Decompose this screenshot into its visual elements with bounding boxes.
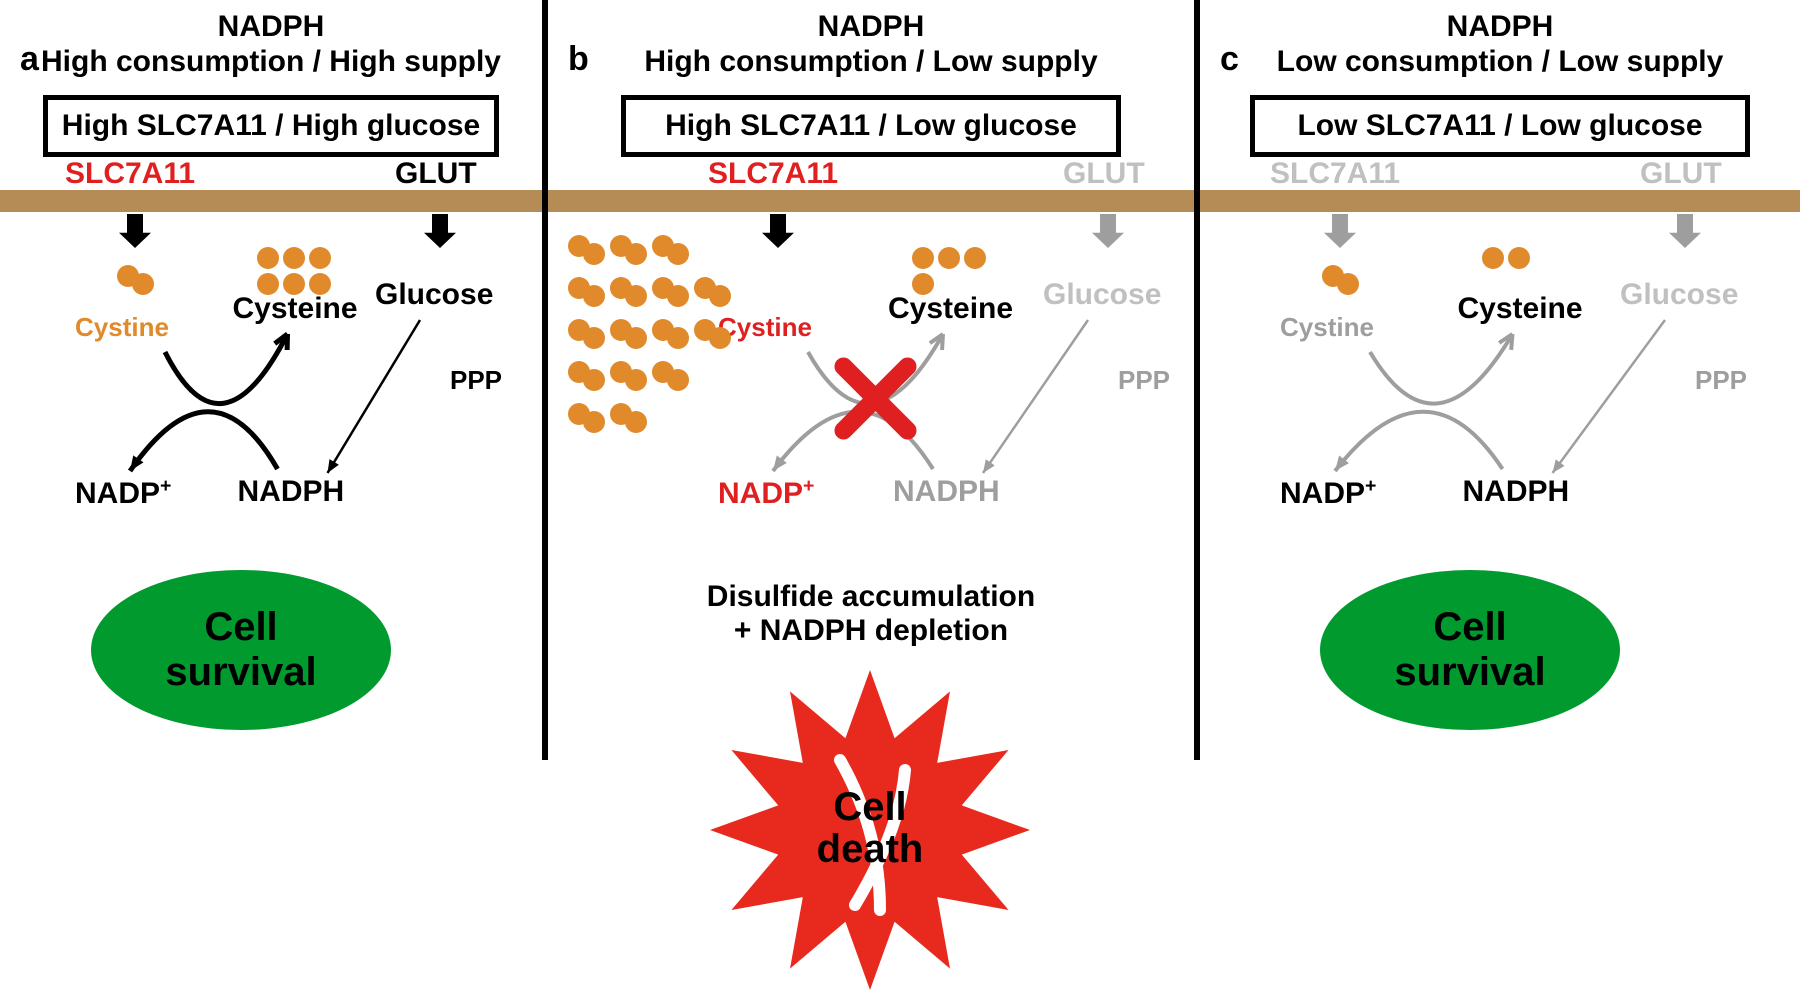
- molecule-dot: [283, 247, 305, 269]
- nadph-label: NADPH: [1463, 475, 1570, 509]
- cell-survival: Cellsurvival: [91, 570, 391, 730]
- cystine-label: Cystine: [75, 312, 169, 343]
- molecule-dot: [938, 247, 960, 269]
- cysteine-label: Cysteine: [888, 292, 1013, 326]
- ppp-label: PPP: [1118, 365, 1170, 396]
- glucose-label: Glucose: [1620, 278, 1738, 312]
- outcome-text: Celldeath: [710, 786, 1030, 870]
- glucose-label: Glucose: [375, 278, 493, 312]
- molecule-dot: [912, 247, 934, 269]
- slc7a11-label: SLC7A11: [708, 157, 838, 191]
- cysteine-label: Cysteine: [233, 292, 358, 326]
- nadp-label: NADP+: [75, 475, 171, 511]
- panel-a-condition-text: High SLC7A11 / High glucose: [62, 109, 480, 143]
- panel-b-condition-text: High SLC7A11 / Low glucose: [665, 109, 1077, 143]
- molecule-dot: [912, 273, 934, 295]
- nadph-label: NADPH: [893, 475, 1000, 509]
- cystine-label: Cystine: [1280, 312, 1374, 343]
- panel-b-nadph-l1: NADPH: [548, 10, 1194, 44]
- accumulation-text: Disulfide accumulation+ NADPH depletion: [548, 580, 1194, 648]
- glucose-label: Glucose: [1043, 278, 1161, 312]
- molecule-dot: [283, 273, 305, 295]
- glut-label: GLUT: [1063, 157, 1145, 191]
- molecule-dot: [1482, 247, 1504, 269]
- nadph-label: NADPH: [238, 475, 345, 509]
- panel-c: c NADPH Low consumption / Low supply Low…: [1200, 0, 1800, 971]
- cystine-label: Cystine: [718, 312, 812, 343]
- panel-a-condition: High SLC7A11 / High glucose: [43, 95, 498, 157]
- membrane: [0, 190, 542, 212]
- outcome-text: Cellsurvival: [165, 605, 316, 695]
- panel-c-nadph-l1: NADPH: [1200, 10, 1800, 44]
- membrane: [1200, 190, 1800, 212]
- ppp-label: PPP: [1695, 365, 1747, 396]
- cysteine-label: Cysteine: [1458, 292, 1583, 326]
- molecule-dot: [309, 247, 331, 269]
- panel-c-condition-text: Low SLC7A11 / Low glucose: [1297, 109, 1702, 143]
- cell-survival: Cellsurvival: [1320, 570, 1620, 730]
- molecule-dot: [1508, 247, 1530, 269]
- panel-a: a NADPH High consumption / High supply H…: [0, 0, 542, 971]
- nadp-label: NADP+: [1280, 475, 1376, 511]
- panel-b: b NADPH High consumption / Low supply Hi…: [548, 0, 1194, 971]
- panel-c-condition: Low SLC7A11 / Low glucose: [1250, 95, 1750, 157]
- cell-death: Celldeath: [710, 670, 1030, 990]
- glut-label: GLUT: [395, 157, 477, 191]
- molecule-dot: [964, 247, 986, 269]
- panel-b-condition: High SLC7A11 / Low glucose: [621, 95, 1121, 157]
- molecule-dot: [257, 247, 279, 269]
- panel-b-nadph-l2: High consumption / Low supply: [548, 45, 1194, 79]
- panel-c-nadph-l2: Low consumption / Low supply: [1200, 45, 1800, 79]
- nadp-label: NADP+: [718, 475, 814, 511]
- panel-a-nadph-l1: NADPH: [0, 10, 542, 44]
- panel-a-nadph-l2: High consumption / High supply: [0, 45, 542, 79]
- glut-label: GLUT: [1640, 157, 1722, 191]
- molecule-dot: [257, 273, 279, 295]
- outcome-text: Cellsurvival: [1394, 605, 1545, 695]
- molecule-dot: [309, 273, 331, 295]
- figure-root: a NADPH High consumption / High supply H…: [0, 0, 1800, 971]
- ppp-label: PPP: [450, 365, 502, 396]
- slc7a11-label: SLC7A11: [65, 157, 195, 191]
- slc7a11-label: SLC7A11: [1270, 157, 1400, 191]
- membrane: [548, 190, 1194, 212]
